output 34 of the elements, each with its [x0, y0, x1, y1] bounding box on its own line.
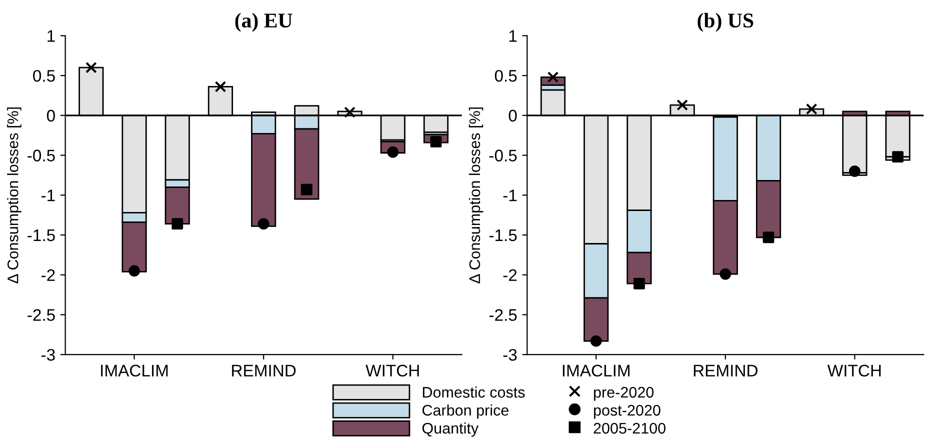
- y-tick-label: -3: [503, 348, 517, 361]
- y-tick-label: -2.5: [28, 309, 55, 321]
- chart-title: (b) US: [698, 12, 754, 32]
- y-tick-label: 1: [48, 30, 55, 42]
- y-tick-label: -2.5: [489, 309, 517, 321]
- y-tick-label: -2: [42, 269, 55, 281]
- y-tick-label: 0: [46, 110, 55, 122]
- y-tick-label: -1: [503, 190, 517, 202]
- chart-title: (a) EU: [235, 12, 292, 32]
- legend-label: 2005-2100: [594, 422, 666, 434]
- y-tick-label: 0.5: [33, 70, 55, 82]
- legend-label: post-2020: [594, 404, 660, 419]
- y-tick-label: -1.5: [489, 230, 517, 242]
- y-axis-title: Δ Consumption losses [%]: [7, 107, 22, 284]
- legend-label: pre-2020: [594, 386, 654, 401]
- x-tick-label: WITCH: [366, 364, 419, 377]
- legend-label: Domestic costs: [422, 386, 525, 398]
- y-tick-label: 0.5: [494, 70, 517, 82]
- x-tick-label: REMIND: [694, 364, 758, 376]
- y-axis-title: Δ Consumption losses [%]: [468, 107, 484, 284]
- x-tick-label: REMIND: [232, 364, 296, 376]
- y-tick-label: -1.5: [28, 230, 55, 242]
- y-tick-label: 1: [509, 30, 517, 42]
- legend-label: Quantity: [422, 422, 479, 437]
- x-tick-label: IMACLIM: [562, 364, 630, 377]
- y-tick-label: -0.5: [28, 150, 55, 162]
- y-tick-label: -2: [503, 269, 517, 281]
- y-tick-label: -1: [42, 190, 55, 202]
- x-tick-label: WITCH: [827, 364, 881, 377]
- y-tick-label: -3: [42, 348, 55, 361]
- y-tick-label: -0.5: [489, 150, 517, 162]
- legend-label: Carbon price: [422, 404, 508, 419]
- x-tick-label: IMACLIM: [101, 364, 168, 377]
- y-tick-label: 0: [508, 110, 517, 122]
